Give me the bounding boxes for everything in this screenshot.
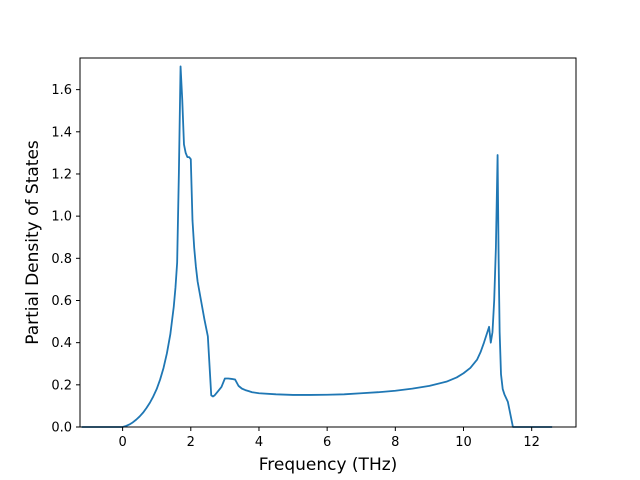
x-tick-label: 2: [187, 435, 195, 450]
y-tick-label: 0.4: [51, 336, 72, 351]
plot-content: [81, 65, 553, 428]
series-line-0: [81, 65, 553, 428]
x-tick-label: 8: [391, 435, 399, 450]
x-axis-ticks: 0 2 4 6 8 10 12: [118, 427, 540, 450]
x-tick-label: 12: [523, 435, 540, 450]
y-tick-label: 0.8: [51, 252, 72, 267]
x-tick-label: 10: [455, 435, 472, 450]
y-tick-label: 0.2: [51, 378, 72, 393]
y-tick-label: 0.0: [51, 421, 72, 436]
y-axis-label: Partial Density of States: [23, 140, 43, 345]
y-tick-label: 1.2: [51, 167, 72, 182]
y-tick-label: 1.6: [51, 83, 72, 98]
x-tick-label: 6: [323, 435, 331, 450]
y-axis-ticks: 0.0 0.2 0.4 0.6 0.8 1.0 1.2 1.4 1.6: [51, 83, 80, 436]
x-axis-label: Frequency (THz): [259, 455, 398, 475]
plot-frame: [79, 57, 577, 428]
y-tick-label: 0.6: [51, 294, 72, 309]
x-tick-label: 4: [255, 435, 263, 450]
y-tick-label: 1.4: [51, 125, 72, 140]
y-tick-label: 1.0: [51, 210, 72, 225]
x-tick-label: 0: [118, 435, 126, 450]
